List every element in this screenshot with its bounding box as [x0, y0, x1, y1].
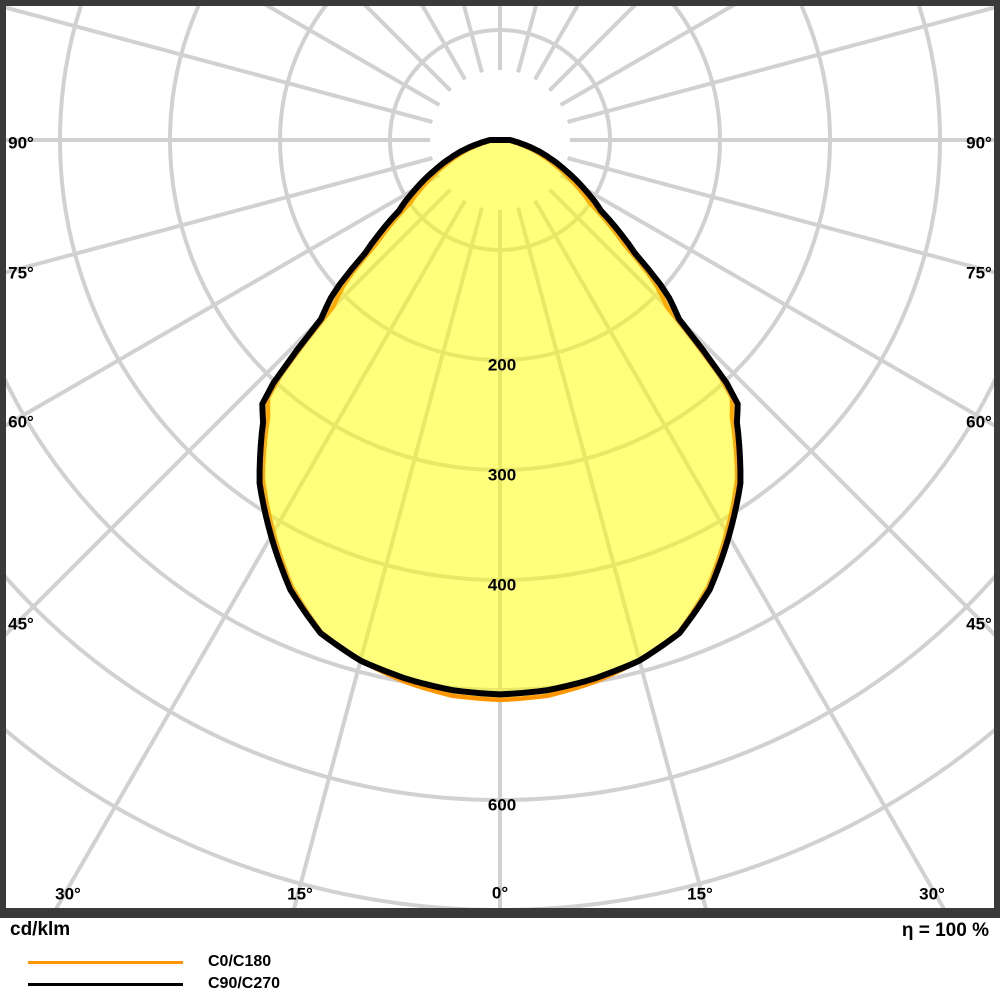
angle-tick-label: 0°	[492, 884, 508, 903]
angle-tick-label: 90°	[966, 134, 992, 153]
grid-ray	[533, 199, 946, 908]
grid-ray	[548, 6, 637, 92]
chart-border	[0, 0, 1000, 918]
radial-tick-label: 400	[488, 576, 516, 595]
radial-tick-label: 600	[488, 796, 516, 815]
unit-label: cd/klm	[10, 919, 71, 940]
curve-c0-c180	[260, 137, 740, 703]
legend-line-c0-c180-icon	[28, 960, 183, 964]
angle-tick-label: 45°	[8, 615, 34, 634]
grid-ray	[6, 156, 433, 275]
angle-tick-label: 60°	[966, 413, 992, 432]
grid-ray	[6, 173, 441, 428]
angle-tick-labels: 90° 90° 75° 75° 60° 60° 45° 45° 30° 30° 15° 15° 0°	[8, 134, 992, 904]
chart-border-top	[0, 0, 1000, 6]
grid-ray	[516, 207, 708, 908]
grid-rays	[6, 6, 994, 908]
legend: C0/C180 C90/C270	[0, 951, 1000, 995]
angle-tick-label: 75°	[8, 264, 34, 283]
angle-tick-label: 30°	[55, 885, 81, 904]
legend-label-c0-c180: C0/C180	[208, 953, 272, 970]
angle-tick-label: 75°	[966, 264, 992, 283]
legend-item-c0-c180: C0/C180	[0, 951, 1000, 973]
angle-tick-label: 15°	[287, 885, 313, 904]
curve-c90-c270	[256, 137, 744, 698]
grid-ray	[54, 199, 467, 908]
angle-tick-label: 30°	[919, 885, 945, 904]
legend-label-c90-c270: C90/C270	[208, 975, 281, 992]
grid-ray	[6, 188, 452, 637]
grid-ray	[559, 173, 994, 428]
chart-border-left	[0, 0, 6, 918]
polar-intensity-chart: 200 300 400 600 90° 90° 75° 75° 60° 60° 45° 45° 30° 3…	[0, 0, 1000, 918]
grid-ray	[567, 6, 994, 124]
grid-ray	[548, 188, 994, 637]
grid-ray	[567, 156, 994, 275]
radial-tick-label: 300	[488, 466, 516, 485]
plot-area	[6, 6, 994, 908]
angle-tick-label: 15°	[687, 885, 713, 904]
grid-ray	[292, 207, 484, 908]
legend-line-c90-c270-icon	[28, 982, 183, 986]
radial-tick-label: 200	[488, 356, 516, 375]
grid-ray	[6, 6, 433, 124]
chart-border-right	[994, 0, 1000, 918]
legend-item-c90-c270: C90/C270	[0, 973, 1000, 995]
chart-border-bottom	[0, 908, 1000, 918]
efficiency-label: η = 100 %	[901, 920, 989, 941]
radial-tick-labels: 200 300 400 600	[488, 356, 516, 815]
angle-tick-label: 90°	[8, 134, 34, 153]
angle-tick-label: 60°	[8, 413, 34, 432]
angle-tick-label: 45°	[966, 615, 992, 634]
grid-ray	[363, 6, 452, 92]
